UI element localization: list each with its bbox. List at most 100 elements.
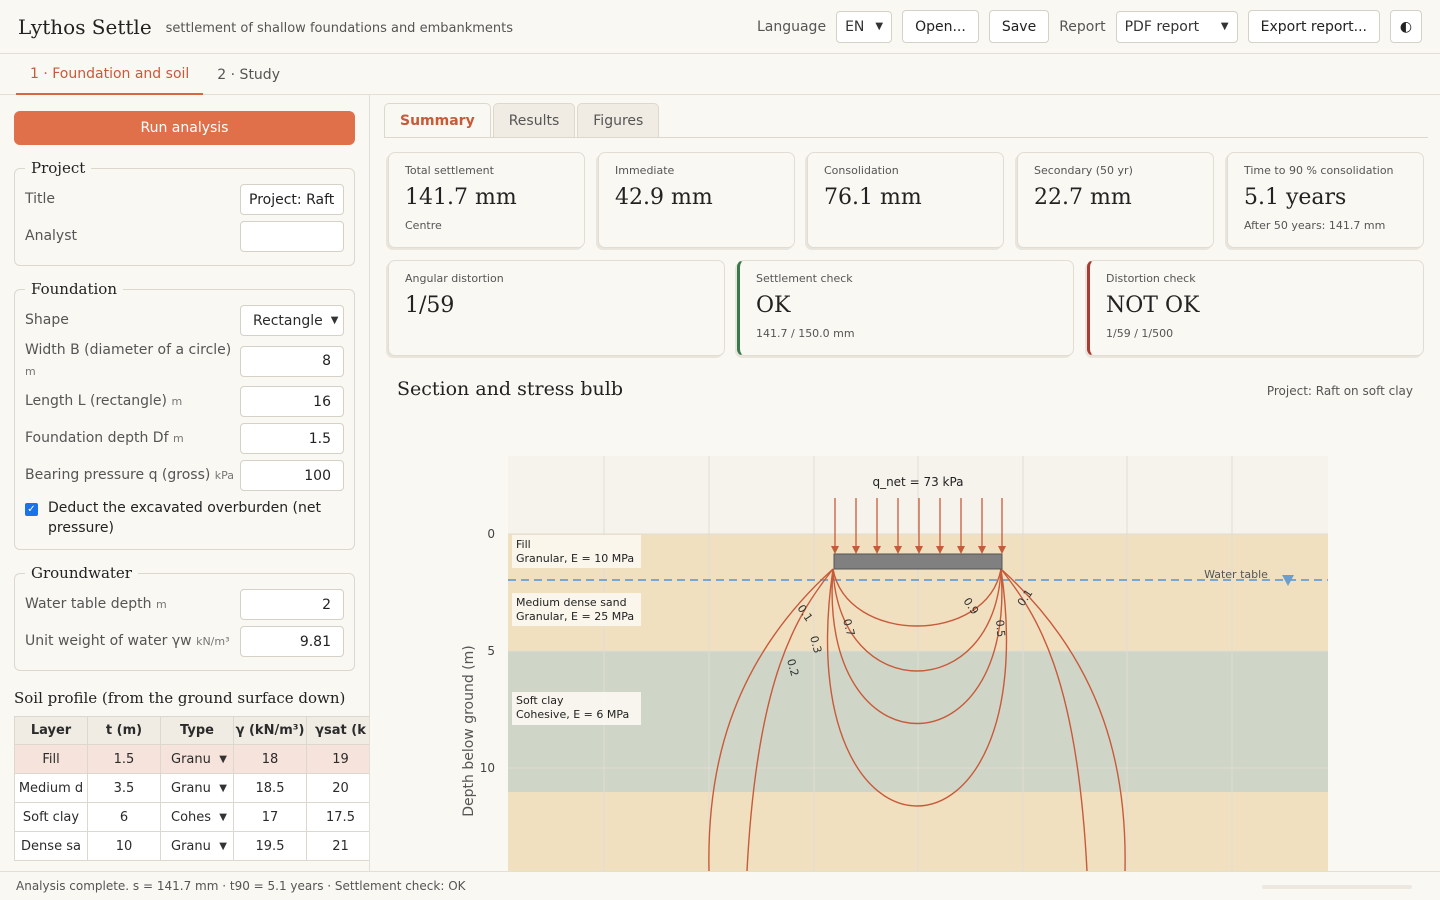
type-cell[interactable]: Granu ▼ bbox=[160, 831, 234, 861]
y-axis-label: Depth below ground (m) bbox=[461, 645, 477, 817]
table-header-row: Layer t (m) Type γ (kN/m³) γsat (k bbox=[14, 716, 369, 745]
soil-profile-title: Soil profile (from the ground surface do… bbox=[14, 689, 346, 707]
thickness-cell[interactable]: 1.5 bbox=[87, 744, 161, 774]
card-label: Time to 90 % consolidation bbox=[1244, 164, 1394, 177]
shape-label: Shape bbox=[25, 312, 69, 328]
report-value: PDF report bbox=[1124, 18, 1200, 35]
gamma-cell[interactable]: 18 bbox=[233, 744, 307, 774]
contour-label: 0.3 bbox=[807, 634, 824, 654]
gamma-sat-cell[interactable]: 21 bbox=[306, 831, 369, 861]
load-label: q_net = 73 kPa bbox=[872, 475, 963, 489]
foundation-legend: Foundation bbox=[31, 280, 118, 298]
contour-0.9 bbox=[832, 568, 1002, 627]
thickness-cell[interactable]: 6 bbox=[87, 802, 161, 832]
save-button[interactable]: Save bbox=[988, 10, 1050, 43]
report-select[interactable]: PDF report ▼ bbox=[1115, 10, 1238, 43]
card-label: Settlement check bbox=[756, 272, 853, 285]
status-progress-bar bbox=[1262, 885, 1412, 889]
thickness-cell[interactable]: 3.5 bbox=[87, 773, 161, 803]
immediate-settlement-card: Immediate 42.9 mm bbox=[598, 152, 795, 248]
footing bbox=[833, 553, 1003, 570]
gamma-cell[interactable]: 18.5 bbox=[233, 773, 307, 803]
gamma-sat-cell[interactable]: 19 bbox=[306, 744, 369, 774]
type-cell[interactable]: Granu ▼ bbox=[160, 744, 234, 774]
layer-cell[interactable]: Dense sa bbox=[14, 831, 88, 861]
card-note: Centre bbox=[405, 219, 442, 232]
groundwater-legend: Groundwater bbox=[31, 564, 132, 582]
tab-study[interactable]: 2 · Study bbox=[217, 66, 280, 83]
open-button[interactable]: Open... bbox=[902, 10, 979, 43]
chevron-down-icon: ▼ bbox=[1220, 21, 1229, 32]
water-table-input[interactable]: 2 bbox=[240, 589, 344, 620]
water-table-marker-icon bbox=[1282, 575, 1294, 586]
layer-cell[interactable]: Fill bbox=[14, 744, 88, 774]
foundation-group: Foundation Shape Rectangle ▼ Width B (di… bbox=[14, 280, 355, 550]
gamma-sat-cell[interactable]: 17.5 bbox=[306, 802, 369, 832]
card-value: 22.7 mm bbox=[1034, 185, 1132, 210]
type-cell[interactable]: Cohes ▼ bbox=[160, 802, 234, 832]
contrast-icon: ◐ bbox=[1399, 18, 1413, 35]
water-table-label: Water table bbox=[1204, 568, 1268, 581]
distortion-check-card: Distortion check NOT OK 1/59 / 1/500 bbox=[1087, 260, 1424, 356]
layer-cell[interactable]: Soft clay bbox=[14, 802, 88, 832]
card-value: 76.1 mm bbox=[824, 185, 922, 210]
table-row[interactable]: Fill 1.5 Granu ▼ 18 19 bbox=[14, 744, 369, 774]
shape-value: Rectangle bbox=[253, 312, 323, 329]
check-icon: ✓ bbox=[27, 504, 36, 515]
type-cell[interactable]: Granu ▼ bbox=[160, 773, 234, 803]
bearing-pressure-input[interactable]: 100 bbox=[240, 460, 344, 491]
theme-toggle-button[interactable]: ◐ bbox=[1390, 10, 1422, 43]
chevron-down-icon: ▼ bbox=[330, 315, 339, 326]
run-analysis-button[interactable]: Run analysis bbox=[14, 111, 355, 145]
main-tabs: 1 · Foundation and soil 2 · Study bbox=[0, 54, 1440, 95]
card-note: 1/59 / 1/500 bbox=[1106, 327, 1174, 340]
card-label: Secondary (50 yr) bbox=[1034, 164, 1133, 177]
tab-summary[interactable]: Summary bbox=[384, 103, 491, 137]
chevron-down-icon: ▼ bbox=[219, 782, 227, 794]
status-bar: Analysis complete. s = 141.7 mm · t90 = … bbox=[0, 871, 1440, 900]
header-toolbar: Language EN ▼ Open... Save Report PDF re… bbox=[757, 10, 1422, 43]
contour-label: 0.5 bbox=[993, 619, 1007, 638]
card-value: OK bbox=[756, 293, 791, 318]
foundation-depth-input[interactable]: 1.5 bbox=[240, 423, 344, 454]
chevron-down-icon: ▼ bbox=[219, 811, 227, 823]
figure-title: Section and stress bulb bbox=[397, 378, 623, 400]
chevron-down-icon: ▼ bbox=[219, 753, 227, 765]
project-group: Project Title Project: Raft Analyst bbox=[14, 159, 355, 266]
layer-label-box bbox=[512, 692, 641, 725]
water-unit-weight-input[interactable]: 9.81 bbox=[240, 626, 344, 657]
analyst-input[interactable] bbox=[240, 221, 344, 252]
t90-card: Time to 90 % consolidation 5.1 years Aft… bbox=[1227, 152, 1424, 248]
export-report-button[interactable]: Export report... bbox=[1247, 10, 1380, 43]
shape-select[interactable]: Rectangle ▼ bbox=[240, 305, 344, 336]
language-select[interactable]: EN ▼ bbox=[836, 10, 893, 43]
layer-desc: Granular, E = 25 MPa bbox=[516, 610, 634, 623]
layer-desc: Cohesive, E = 6 MPa bbox=[516, 708, 629, 721]
contour-0.7 bbox=[832, 568, 1002, 672]
tab-results[interactable]: Results bbox=[492, 103, 576, 137]
length-input[interactable]: 16 bbox=[240, 386, 344, 417]
title-label: Title bbox=[25, 191, 56, 207]
app-title: Lythos Settle bbox=[18, 14, 152, 39]
thickness-cell[interactable]: 10 bbox=[87, 831, 161, 861]
gamma-cell[interactable]: 17 bbox=[233, 802, 307, 832]
title-input[interactable]: Project: Raft bbox=[240, 184, 344, 215]
report-label: Report bbox=[1059, 18, 1106, 35]
app-header: Lythos Settle settlement of shallow foun… bbox=[0, 0, 1440, 54]
layer-cell[interactable]: Medium d bbox=[14, 773, 88, 803]
bearing-pressure-label: Bearing pressure q (gross) kPa bbox=[25, 467, 235, 483]
deduct-overburden-checkbox[interactable]: ✓ bbox=[25, 503, 38, 516]
table-row[interactable]: Soft clay 6 Cohes ▼ 17 17.5 bbox=[14, 802, 369, 832]
gamma-cell[interactable]: 19.5 bbox=[233, 831, 307, 861]
tab-foundation-and-soil[interactable]: 1 · Foundation and soil bbox=[16, 54, 204, 95]
table-row[interactable]: Medium d 3.5 Granu ▼ 18.5 20 bbox=[14, 773, 369, 803]
project-legend: Project bbox=[31, 159, 86, 177]
arrow-heads bbox=[831, 546, 1006, 554]
tab-figures[interactable]: Figures bbox=[577, 103, 660, 137]
width-input[interactable]: 8 bbox=[240, 345, 344, 377]
input-sidebar: Run analysis Project Title Project: Raft… bbox=[0, 95, 370, 871]
gamma-sat-cell[interactable]: 20 bbox=[306, 773, 369, 803]
angular-distortion-card: Angular distortion 1/59 bbox=[388, 260, 725, 356]
table-row[interactable]: Dense sa 10 Granu ▼ 19.5 21 bbox=[14, 831, 369, 861]
consolidation-settlement-card: Consolidation 76.1 mm bbox=[807, 152, 1004, 248]
